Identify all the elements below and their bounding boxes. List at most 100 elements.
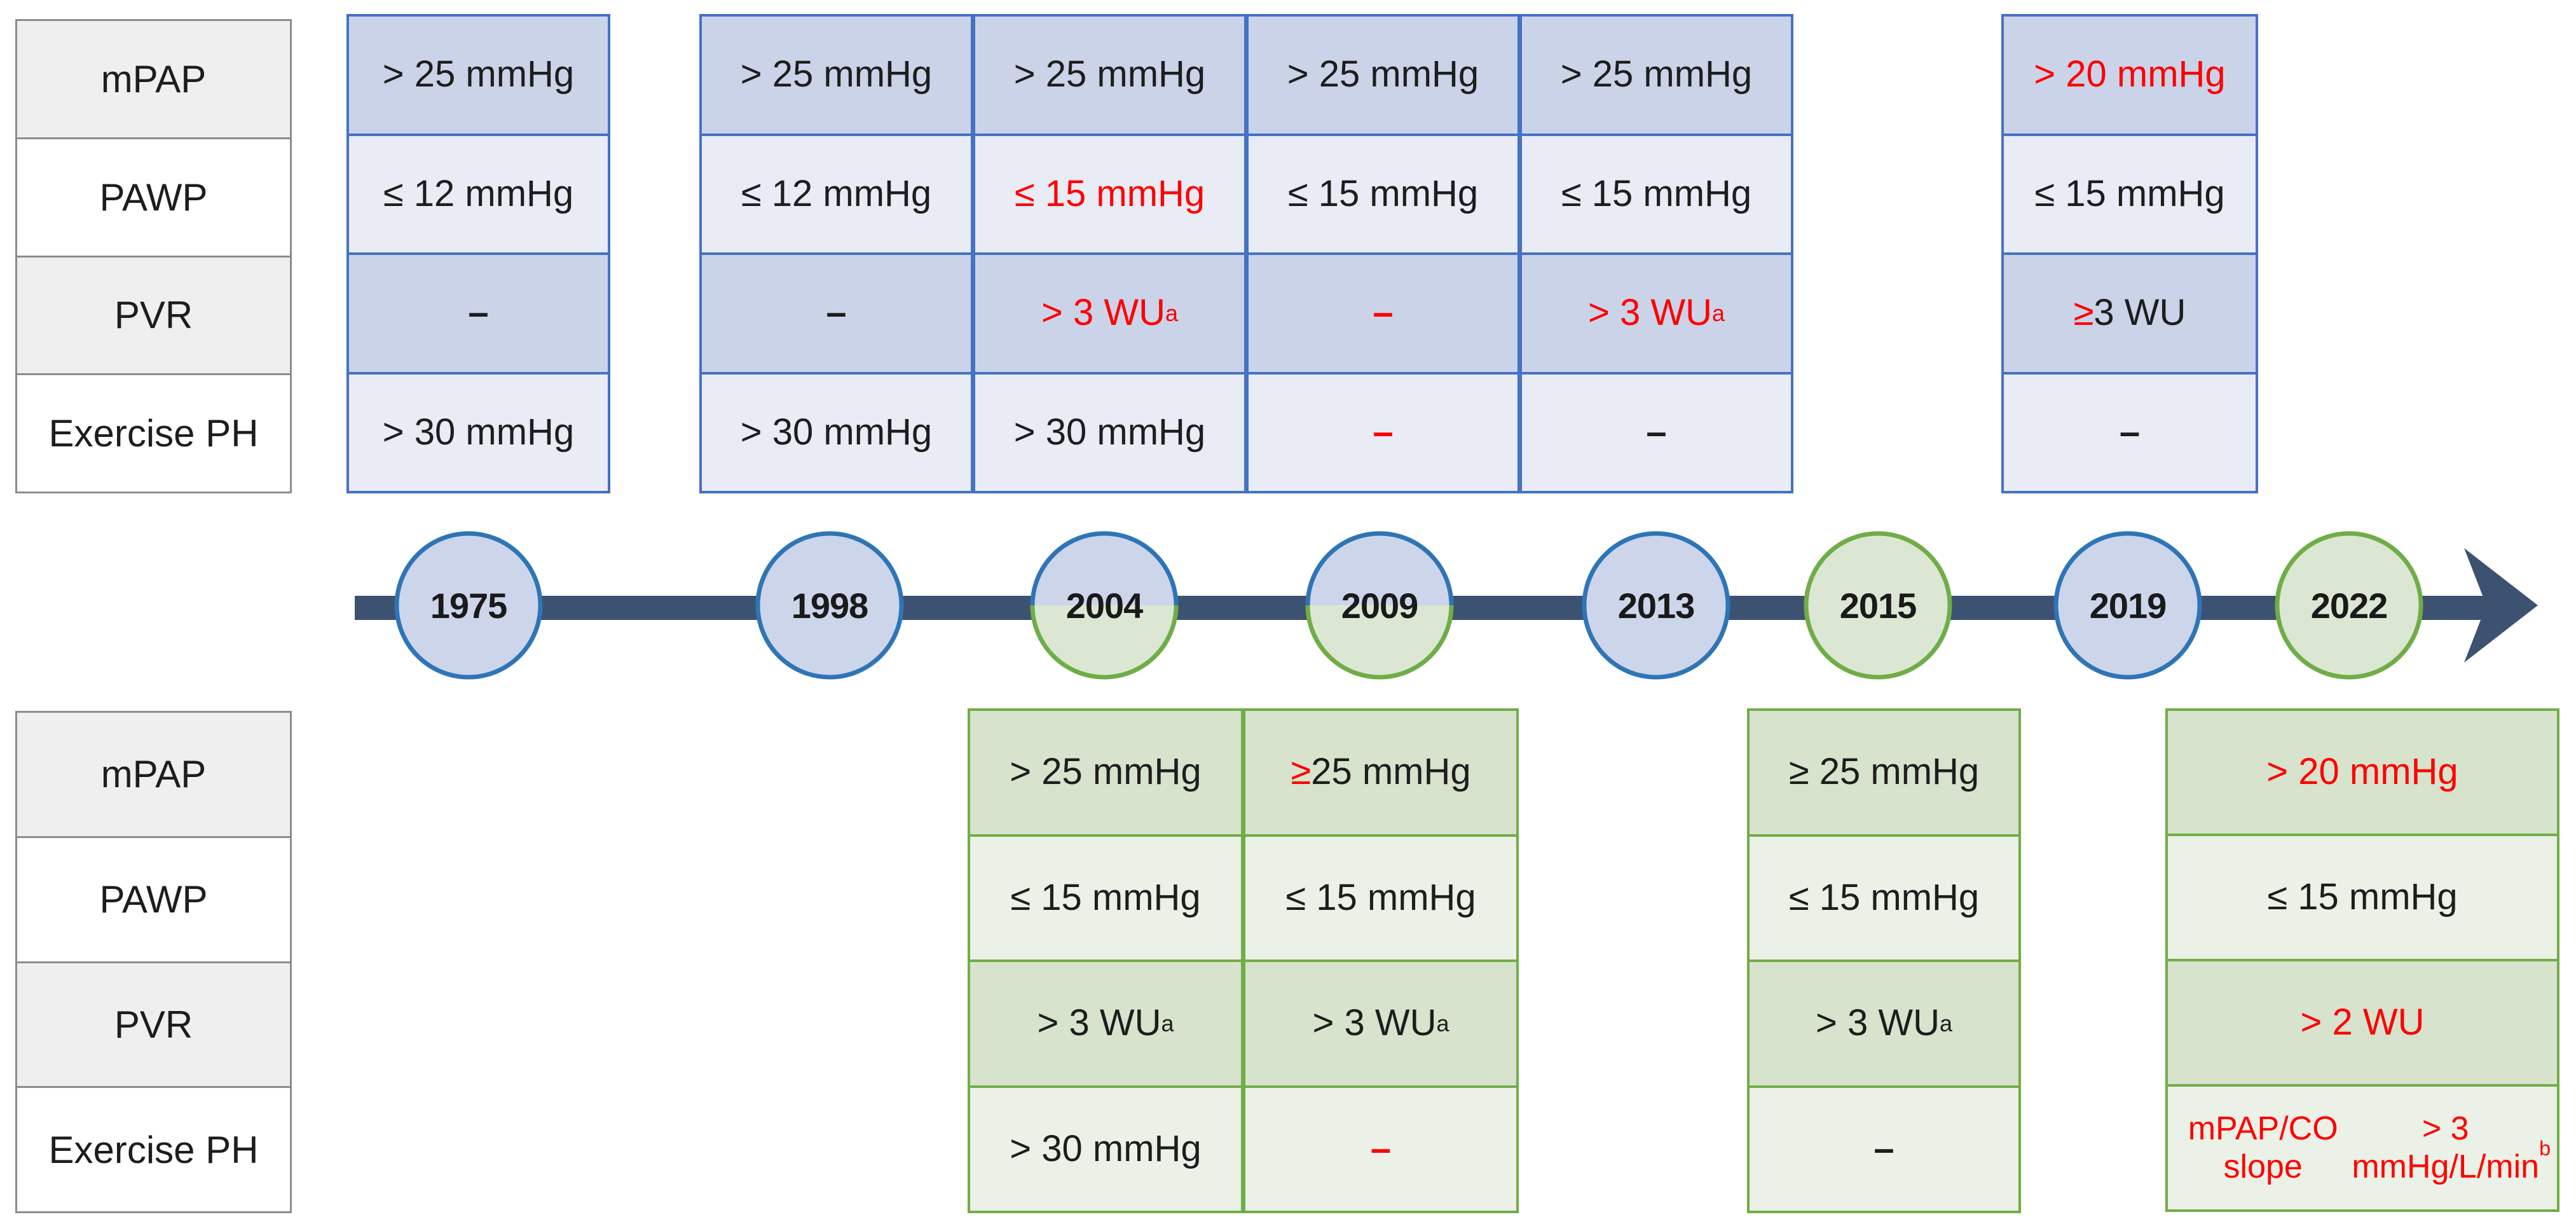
cell-2004-mpap: > 25 mmHg: [970, 711, 1241, 837]
blue-circle: [1582, 531, 1730, 680]
cell-2004-exercise-ph: > 30 mmHg: [970, 1087, 1241, 1211]
row-label-text: PAWP: [99, 878, 208, 921]
row-label-text: mPAP: [100, 753, 207, 796]
row-label-text: PAWP: [99, 175, 208, 219]
row-label-exercise-ph: Exercise PH: [17, 1088, 290, 1211]
split-blue-green-circle: [1305, 531, 1454, 680]
timeline-year-label: 2013: [1617, 585, 1696, 626]
cell-text: > 30 mmHg: [1013, 411, 1206, 453]
cell-1975-mpap: > 25 mmHg: [349, 17, 608, 136]
row-label-mpap: mPAP: [17, 21, 290, 139]
cell-2009-exercise-ph: –: [1245, 1087, 1516, 1211]
timeline-year-label: 2019: [2089, 585, 2167, 626]
cell-1998-pvr: –: [702, 255, 971, 375]
cell-text: ≥: [2073, 292, 2094, 334]
cell-text: > 3 mmHg/L/min: [2352, 1110, 2540, 1185]
row-label-pvr: PVR: [17, 963, 290, 1089]
cell-text: ≤ 12 mmHg: [383, 172, 574, 214]
cell-text: > 30 mmHg: [740, 411, 933, 453]
row-labels-bottom-column: mPAP PAWP PVR Exercise PH: [15, 711, 292, 1213]
row-label-text: PVR: [114, 1003, 193, 1046]
definition-table-2004-2009: > 25 mmHg ≤ 15 mmHg > 3 WU a > 30 mmHg ≥ 25 m…: [968, 708, 1519, 1213]
timeline-year-label: 2015: [1839, 585, 1917, 626]
cell-2009-pawp: ≤ 15 mmHg: [1245, 836, 1516, 962]
cell-text: 3 WU: [2093, 292, 2186, 334]
definition-column-2004: > 25 mmHg ≤ 15 mmHg > 3 WU a > 30 mmHg: [973, 14, 1247, 493]
timeline-year-1998: 1998: [752, 528, 907, 683]
cell-text: ≤ 15 mmHg: [2267, 876, 2458, 918]
cell-text: > 3 WU: [1037, 1002, 1161, 1044]
cell-text: ≤ 15 mmHg: [1788, 876, 1980, 918]
split-blue-green-circle: [1030, 531, 1179, 680]
blue-circle: [2053, 531, 2202, 680]
cell-text: > 25 mmHg: [740, 53, 933, 95]
cell-text: –: [2119, 411, 2141, 453]
cell-2004-exercise-ph: > 30 mmHg: [975, 374, 1244, 491]
cell-1998-exercise-ph: > 30 mmHg: [702, 374, 971, 491]
cell-2009-pvr: –: [1249, 255, 1518, 375]
timeline-year-2013: 2013: [1579, 528, 1734, 683]
blue-circle: [394, 531, 543, 680]
cell-2015-exercise-ph: –: [1750, 1087, 2018, 1211]
timeline-year-label: 1975: [430, 585, 508, 626]
timeline-arrowhead-icon: [2464, 548, 2538, 663]
definition-column-1975: > 25 mmHg ≤ 12 mmHg – > 30 mmHg: [346, 14, 610, 493]
row-label-exercise-ph: Exercise PH: [17, 375, 290, 492]
definition-column-2009: ≥ 25 mmHg ≤ 15 mmHg > 3 WU a –: [1243, 708, 1519, 1213]
row-label-pawp: PAWP: [17, 837, 290, 963]
cell-1998-mpap: > 25 mmHg: [702, 17, 971, 136]
cell-text: –: [1646, 411, 1667, 453]
cell-2004-pvr: > 3 WU a: [970, 962, 1241, 1088]
row-label-pvr: PVR: [17, 257, 290, 376]
green-circle: [2275, 531, 2423, 680]
row-label-pawp: PAWP: [17, 139, 290, 258]
cell-2013-exercise-ph: –: [1522, 374, 1791, 491]
cell-text: > 3 WU: [1041, 292, 1165, 334]
timeline-year-2009: 2009: [1302, 528, 1457, 683]
cell-text: ≤ 15 mmHg: [2034, 172, 2225, 214]
definition-column-2019: > 20 mmHg ≤ 15 mmHg ≥ 3 WU –: [2001, 14, 2258, 493]
definition-column-1998: > 25 mmHg ≤ 12 mmHg – > 30 mmHg: [699, 14, 973, 493]
cell-text: ≤ 15 mmHg: [1010, 876, 1201, 918]
timeline-year-label: 2022: [2310, 585, 2388, 626]
definition-column-2015: ≥ 25 mmHg ≤ 15 mmHg > 3 WU a –: [1747, 708, 2021, 1213]
cell-2022-exercise-ph: mPAP/CO slope > 3 mmHg/L/min b: [2168, 1087, 2557, 1209]
cell-1975-pvr: –: [349, 255, 608, 375]
cell-text: –: [1373, 411, 1394, 453]
cell-2015-pvr: > 3 WU a: [1750, 962, 2018, 1088]
cell-text: ≥ 25 mmHg: [1788, 751, 1980, 793]
definition-column-2013: > 25 mmHg ≤ 15 mmHg > 3 WU a –: [1519, 14, 1793, 493]
cell-2004-pawp: ≤ 15 mmHg: [970, 836, 1241, 962]
timeline-year-2022: 2022: [2271, 528, 2427, 683]
cell-text: mPAP/CO slope: [2188, 1110, 2338, 1185]
cell-text: ≥: [1291, 751, 1312, 793]
timeline-year-2004: 2004: [1027, 528, 1182, 683]
cell-text: > 25 mmHg: [382, 53, 575, 95]
timeline-year-label: 2004: [1065, 585, 1144, 626]
timeline-year-1975: 1975: [391, 528, 546, 683]
cell-text: > 3 WU: [1588, 292, 1712, 334]
cell-text: ≤ 15 mmHg: [1285, 876, 1476, 918]
cell-2015-mpap: ≥ 25 mmHg: [1750, 711, 2018, 837]
cell-2004-mpap: > 25 mmHg: [975, 17, 1244, 136]
cell-text: > 2 WU: [2300, 1001, 2425, 1043]
cell-2013-pawp: ≤ 15 mmHg: [1522, 135, 1791, 255]
cell-text: > 25 mmHg: [1013, 53, 1206, 95]
definition-table-2019: > 20 mmHg ≤ 15 mmHg ≥ 3 WU –: [2001, 14, 2258, 493]
cell-2019-exercise-ph: –: [2004, 374, 2256, 491]
cell-2022-mpap: > 20 mmHg: [2168, 711, 2557, 836]
timeline-year-2015: 2015: [1800, 528, 1956, 683]
definition-column-2004: > 25 mmHg ≤ 15 mmHg > 3 WU a > 30 mmHg: [968, 708, 1243, 1213]
cell-text: > 20 mmHg: [2266, 751, 2458, 793]
cell-2019-mpap: > 20 mmHg: [2004, 17, 2256, 136]
green-circle: [1804, 531, 1952, 680]
cell-2022-pvr: > 2 WU: [2168, 961, 2557, 1087]
row-label-text: mPAP: [100, 57, 207, 100]
cell-text: ≤ 15 mmHg: [1561, 172, 1752, 214]
definition-table-1975: > 25 mmHg ≤ 12 mmHg – > 30 mmHg: [346, 14, 610, 493]
cell-text: ≤ 12 mmHg: [741, 172, 932, 214]
cell-text: > 3 WU: [1816, 1002, 1940, 1044]
timeline-year-label: 1998: [791, 585, 869, 626]
blue-circle: [755, 531, 904, 680]
definition-table-2022: > 20 mmHg ≤ 15 mmHg > 2 WU mPAP/CO slope > 3…: [2165, 708, 2559, 1212]
